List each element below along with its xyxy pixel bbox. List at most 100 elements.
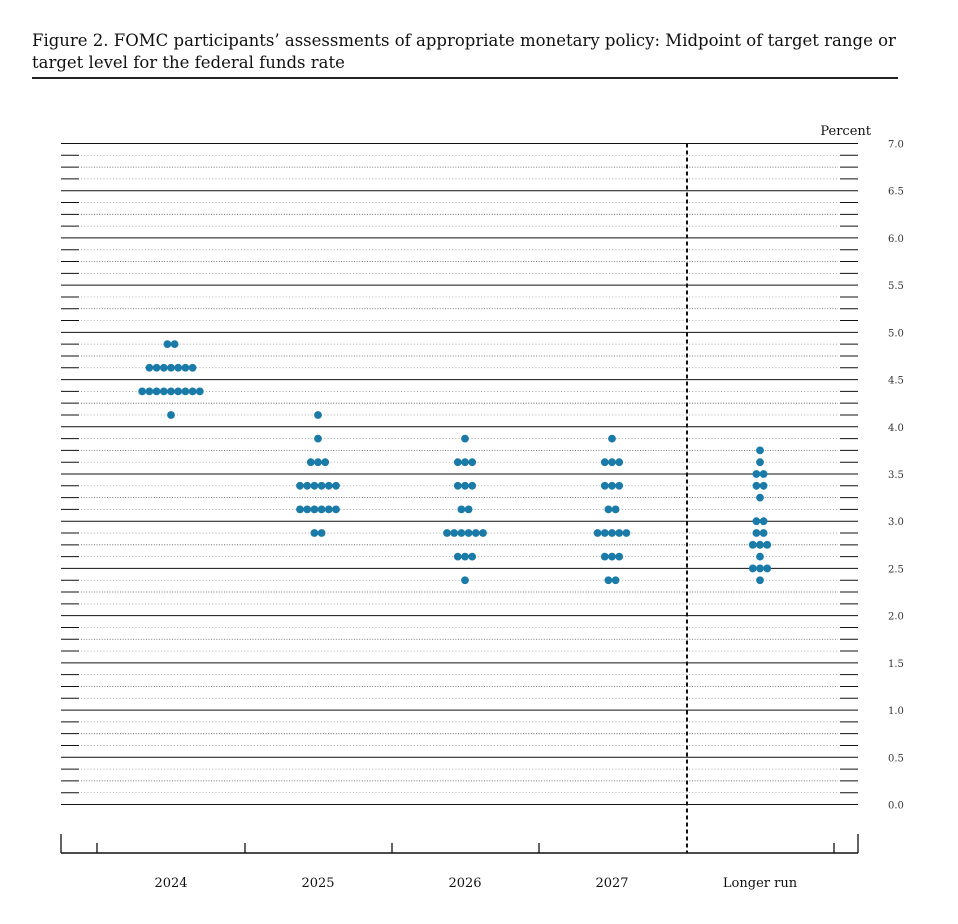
participant-dot <box>471 529 480 537</box>
participant-dot <box>167 387 175 396</box>
y-tick-label: 3.5 <box>888 470 904 481</box>
title-rule <box>32 77 898 79</box>
participant-dot <box>152 363 161 372</box>
participant-dot <box>763 564 772 573</box>
participant-dot <box>615 552 624 561</box>
participant-dot <box>593 529 602 537</box>
participant-dot <box>303 481 312 490</box>
y-tick-label: 2.5 <box>888 564 904 575</box>
participant-dot <box>756 458 764 467</box>
participant-dot <box>752 470 761 478</box>
participant-dot <box>756 552 764 561</box>
participant-dot <box>296 505 304 514</box>
participant-dot <box>450 529 459 537</box>
participant-dot <box>468 458 477 467</box>
participant-dot <box>317 505 326 514</box>
participant-dot <box>479 529 487 537</box>
participant-dot <box>188 387 197 396</box>
y-tick-label: 0.5 <box>888 753 904 764</box>
participant-dot <box>600 529 609 537</box>
y-tick-label: 6.5 <box>888 187 904 198</box>
participant-dot <box>752 481 761 490</box>
participant-dot <box>332 505 340 514</box>
participant-dot <box>600 458 609 467</box>
participant-dot <box>310 481 319 490</box>
participant-dot <box>303 505 312 514</box>
participant-dot <box>608 529 616 537</box>
participant-dot <box>756 576 764 585</box>
participant-dot <box>453 481 462 490</box>
participant-dot <box>615 529 624 537</box>
participant-dot <box>600 552 609 561</box>
y-tick-label: 2.0 <box>888 612 904 623</box>
participant-dot <box>608 458 616 467</box>
participant-dot <box>461 552 469 561</box>
participant-dot <box>324 505 333 514</box>
participant-dot <box>174 363 183 372</box>
y-tick-label: 4.5 <box>888 376 904 387</box>
participant-dot <box>167 363 175 372</box>
participant-dot <box>464 505 473 514</box>
participant-dot <box>443 529 451 537</box>
participant-dot <box>317 529 326 537</box>
participant-dot <box>461 458 469 467</box>
participant-dot <box>163 340 172 349</box>
x-category-label: 2024 <box>154 876 187 891</box>
y-axis-unit-label: Percent <box>820 124 871 139</box>
participant-dot <box>159 363 168 372</box>
participant-dot <box>167 411 175 419</box>
participant-dot <box>145 363 154 372</box>
participant-dot <box>748 564 757 573</box>
participant-dot <box>608 434 616 443</box>
participant-dot <box>457 529 466 537</box>
participant-dot <box>759 470 768 478</box>
participant-dot <box>181 363 190 372</box>
participant-dot <box>321 458 330 467</box>
participant-dot <box>604 505 613 514</box>
participant-dot <box>461 576 469 585</box>
x-category-label: 2027 <box>595 876 628 891</box>
participant-dot <box>453 552 462 561</box>
y-tick-label: 6.0 <box>888 234 904 245</box>
y-tick-label: 3.0 <box>888 517 904 528</box>
participant-dot <box>615 481 624 490</box>
participant-dot <box>608 552 616 561</box>
x-category-label: 2026 <box>448 876 481 891</box>
y-tick-label: 4.0 <box>888 423 904 434</box>
participant-dot <box>457 505 466 514</box>
participant-dot <box>188 363 197 372</box>
y-tick-label: 7.0 <box>888 140 904 151</box>
participant-dot <box>608 481 616 490</box>
participant-dot <box>152 387 161 396</box>
x-category-label: Longer run <box>723 876 798 891</box>
participant-dot <box>748 540 757 549</box>
participant-dot <box>170 340 179 349</box>
participant-dot <box>756 493 764 502</box>
participant-dot <box>468 552 477 561</box>
participant-dot <box>453 458 462 467</box>
participant-dot <box>759 481 768 490</box>
participant-dot <box>324 481 333 490</box>
participant-dot <box>159 387 168 396</box>
participant-dot <box>195 387 204 396</box>
participant-dot <box>317 481 326 490</box>
participant-dot <box>611 505 620 514</box>
participant-dot <box>611 576 620 585</box>
participant-dot <box>756 564 764 573</box>
participant-dot <box>314 434 322 443</box>
participant-dot <box>181 387 190 396</box>
y-tick-label: 1.5 <box>888 659 904 670</box>
x-category-label: 2025 <box>301 876 334 891</box>
participant-dot <box>306 458 315 467</box>
y-tick-label: 0.0 <box>888 801 904 812</box>
participant-dot <box>461 481 469 490</box>
participant-dot <box>756 540 764 549</box>
participant-dot <box>310 505 319 514</box>
participant-dot <box>604 576 613 585</box>
participant-dot <box>314 411 322 419</box>
participant-dot <box>600 481 609 490</box>
y-tick-label: 5.5 <box>888 281 904 292</box>
participant-dot <box>174 387 183 396</box>
participant-dot <box>332 481 340 490</box>
